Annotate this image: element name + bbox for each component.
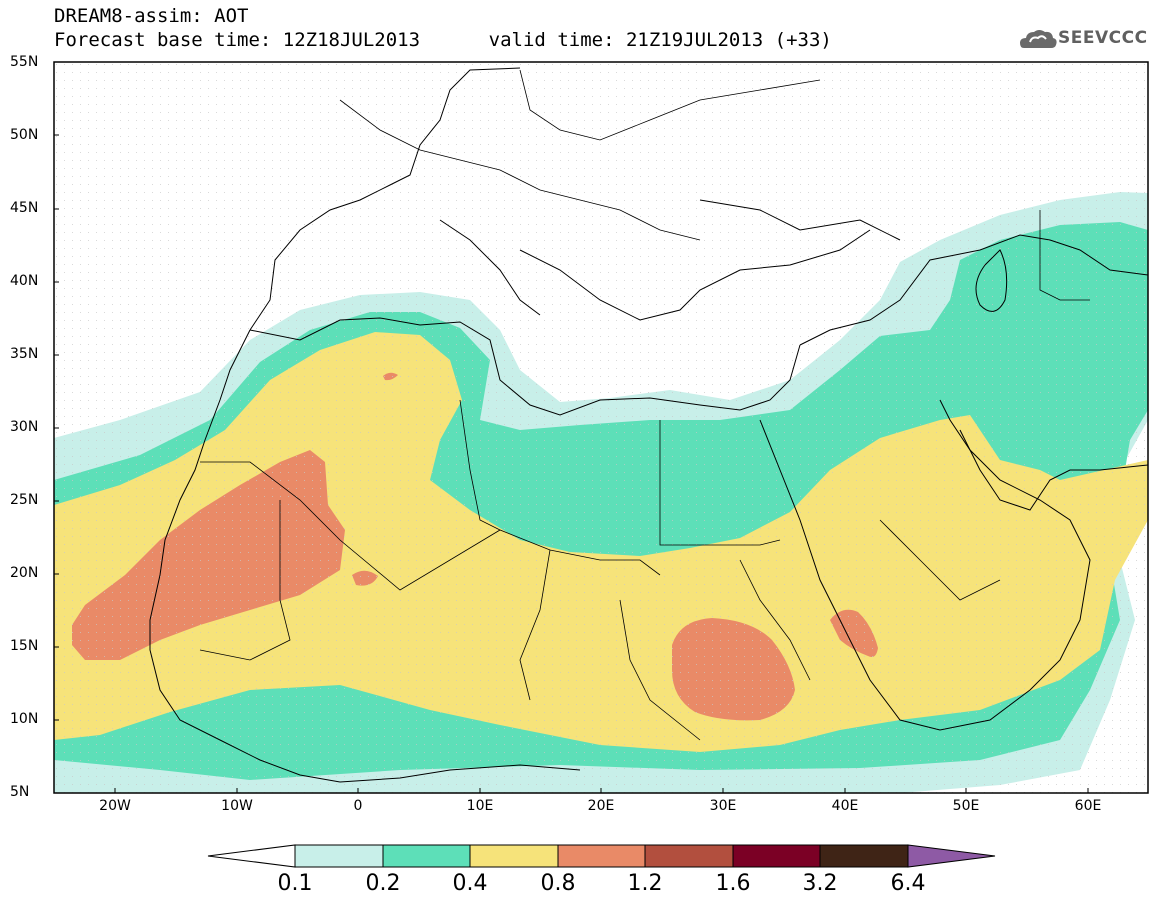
- lat-label-35n: 35N: [10, 346, 39, 362]
- seevccc-logo: SEEVCCC: [1058, 28, 1148, 48]
- lat-label-50n: 50N: [10, 127, 39, 143]
- lon-label-50e: 50E: [952, 798, 980, 814]
- colorbar-label-0.2: 0.2: [365, 871, 401, 896]
- cloud-icon: [1020, 30, 1057, 48]
- colorbar-over-arrow: [907, 844, 996, 868]
- colorbar-label-1.2: 1.2: [627, 871, 663, 896]
- colorbar-label-1.6: 1.6: [715, 871, 751, 896]
- colorbar-box-1.2: [644, 844, 734, 868]
- lat-label-15n: 15N: [10, 638, 39, 654]
- colorbar-box-0.4: [469, 844, 559, 868]
- colorbar: [207, 844, 996, 868]
- lon-label-60e: 60E: [1074, 798, 1102, 814]
- colorbar-label-0.4: 0.4: [452, 871, 488, 896]
- lat-label-55n: 55N: [10, 54, 39, 70]
- colorbar-label-0.1: 0.1: [277, 871, 313, 896]
- lon-label-20w: 20W: [99, 798, 131, 814]
- lat-label-25n: 25N: [10, 492, 39, 508]
- map-title: DREAM8-assim: AOT: [54, 5, 249, 27]
- lat-label-30n: 30N: [10, 419, 39, 435]
- lat-label-10n: 10N: [10, 711, 39, 727]
- country-borders: [199, 69, 1090, 741]
- lon-label-40e: 40E: [831, 798, 859, 814]
- lon-label-20e: 20E: [587, 798, 615, 814]
- colorbar-under-arrow: [207, 844, 296, 868]
- axis-ticks: [54, 61, 1089, 793]
- lat-label-45n: 45N: [10, 200, 39, 216]
- lat-label-5n: 5N: [10, 784, 30, 800]
- lon-label-0: 0: [353, 798, 363, 814]
- forecast-time-subtitle: Forecast base time: 12Z18JUL2013 valid t…: [54, 29, 832, 51]
- colorbar-label-3.2: 3.2: [802, 871, 838, 896]
- lat-label-20n: 20N: [10, 565, 39, 581]
- colorbar-box-1.6: [732, 844, 821, 868]
- colorbar-label-0.8: 0.8: [540, 871, 576, 896]
- colorbar-box-3.2: [819, 844, 909, 868]
- colorbar-box-0.1: [294, 844, 384, 868]
- lon-label-10e: 10E: [466, 798, 494, 814]
- lon-label-10w: 10W: [221, 798, 253, 814]
- coastlines: [149, 67, 1148, 783]
- lon-label-30e: 30E: [709, 798, 737, 814]
- colorbar-label-6.4: 6.4: [890, 871, 926, 896]
- lat-label-40n: 40N: [10, 273, 39, 289]
- colorbar-box-0.8: [557, 844, 646, 868]
- colorbar-box-0.2: [382, 844, 471, 868]
